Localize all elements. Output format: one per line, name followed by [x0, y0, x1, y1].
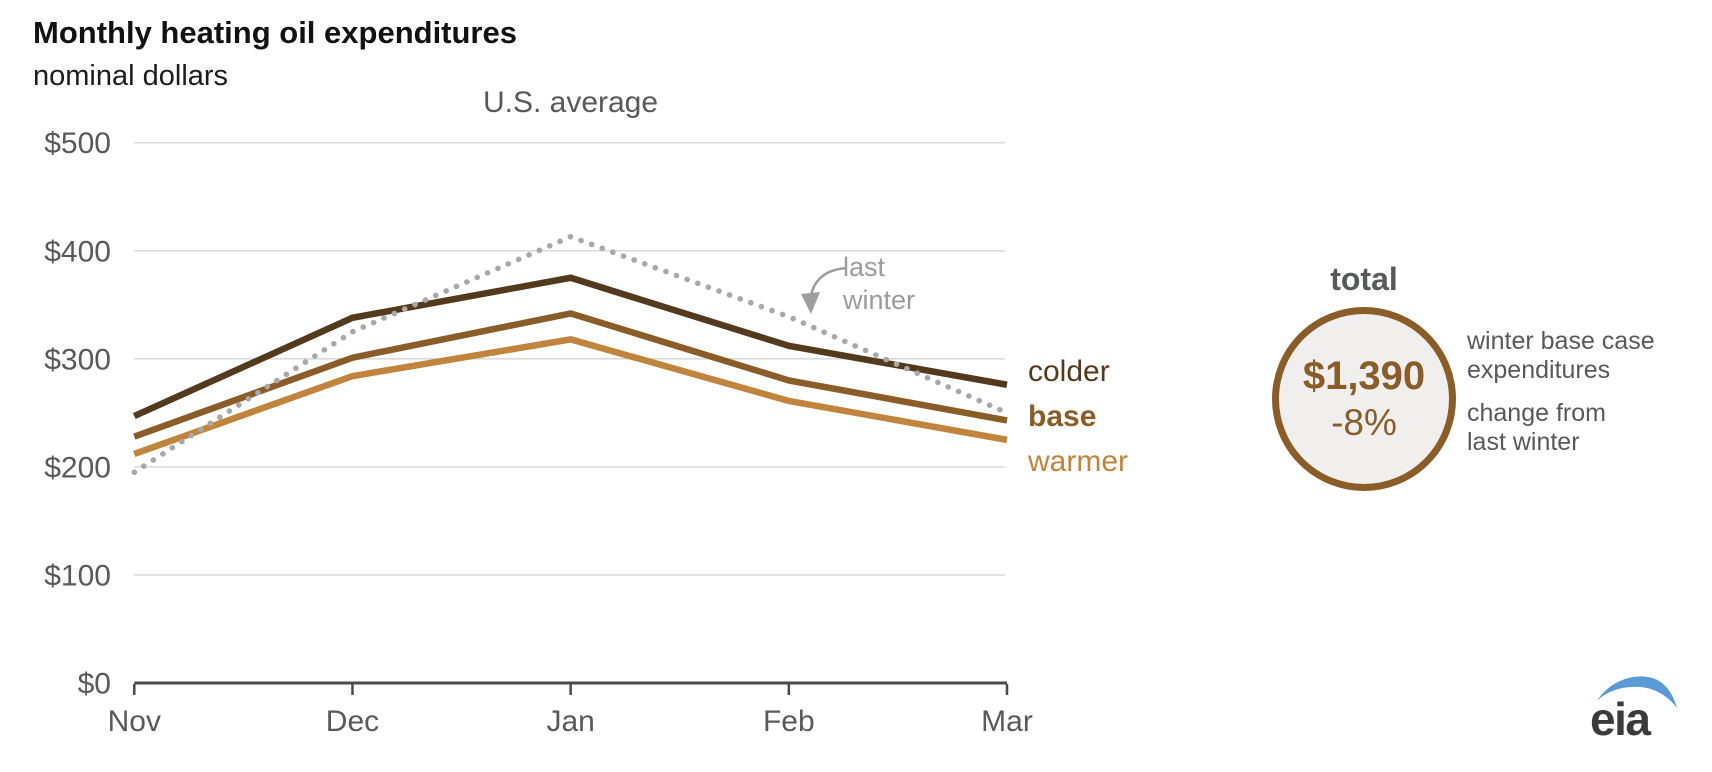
y-tick-label: $100 [44, 559, 111, 592]
chart-title: U.S. average [482, 86, 659, 119]
x-tick-label: Dec [326, 705, 379, 738]
series-line-colder [132, 274, 1008, 420]
total-change-description: change from last winter [1467, 399, 1606, 457]
desc-line: expenditures [1467, 356, 1611, 384]
last-winter-annotation-line1: last [843, 252, 886, 282]
x-tick-label: Nov [108, 705, 161, 738]
y-tick-label: $400 [44, 235, 111, 268]
eia-logo: eia [1584, 666, 1684, 746]
y-tick-label: $300 [44, 343, 111, 376]
total-value: $1,390 [1302, 354, 1426, 398]
y-tick-label: $500 [44, 127, 111, 160]
series-label-colder: colder [1028, 355, 1110, 388]
y-tick-label: $0 [78, 668, 111, 701]
x-tick-label: Jan [546, 705, 594, 738]
page-title: Monthly heating oil expenditures [33, 15, 517, 50]
series-label-warmer: warmer [1028, 445, 1129, 478]
page-subtitle: nominal dollars [33, 60, 229, 92]
eia-logo-text: eia [1590, 693, 1651, 745]
series-line-base [133, 310, 1008, 440]
x-tick-label: Mar [981, 705, 1033, 738]
eia-logo-swoosh-icon [1597, 676, 1677, 708]
last-winter-annotation-line2: winter [843, 285, 916, 315]
total-change: -8% [1331, 402, 1397, 443]
desc-line: change from [1467, 399, 1606, 427]
series-label-base: base [1028, 400, 1097, 433]
series-line-warmer [133, 336, 1008, 457]
total-value-description: winter base case expenditures [1467, 327, 1655, 385]
series-line-last-winter [131, 233, 1010, 476]
total-circle: $1,390 -8% [1272, 307, 1456, 491]
desc-line: last winter [1467, 428, 1580, 456]
total-heading: total [1330, 261, 1398, 297]
y-tick-label: $200 [44, 451, 111, 484]
desc-line: winter base case [1467, 327, 1655, 355]
x-tick-label: Feb [763, 705, 815, 738]
